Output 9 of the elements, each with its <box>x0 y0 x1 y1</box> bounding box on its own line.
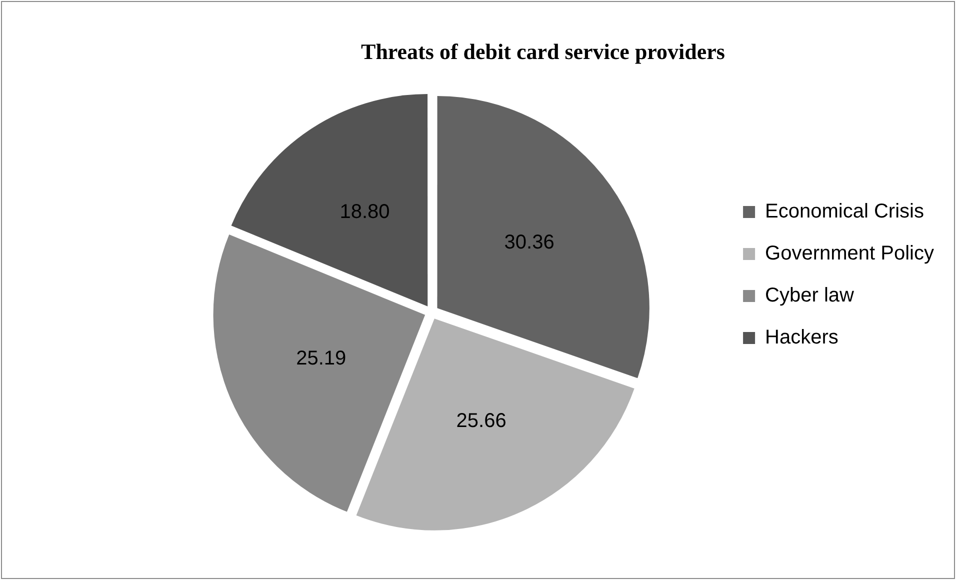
legend-label: Cyber law <box>765 284 855 307</box>
data-label: 18.80 <box>340 201 390 224</box>
legend-label: Economical Crisis <box>765 200 924 223</box>
legend-label: Government Policy <box>765 242 934 265</box>
legend-label: Hackers <box>765 326 838 349</box>
chart-title: Threats of debit card service providers <box>361 38 726 64</box>
data-label: 25.66 <box>456 410 506 432</box>
data-label: 30.36 <box>504 231 554 254</box>
data-label: 25.19 <box>296 348 346 370</box>
